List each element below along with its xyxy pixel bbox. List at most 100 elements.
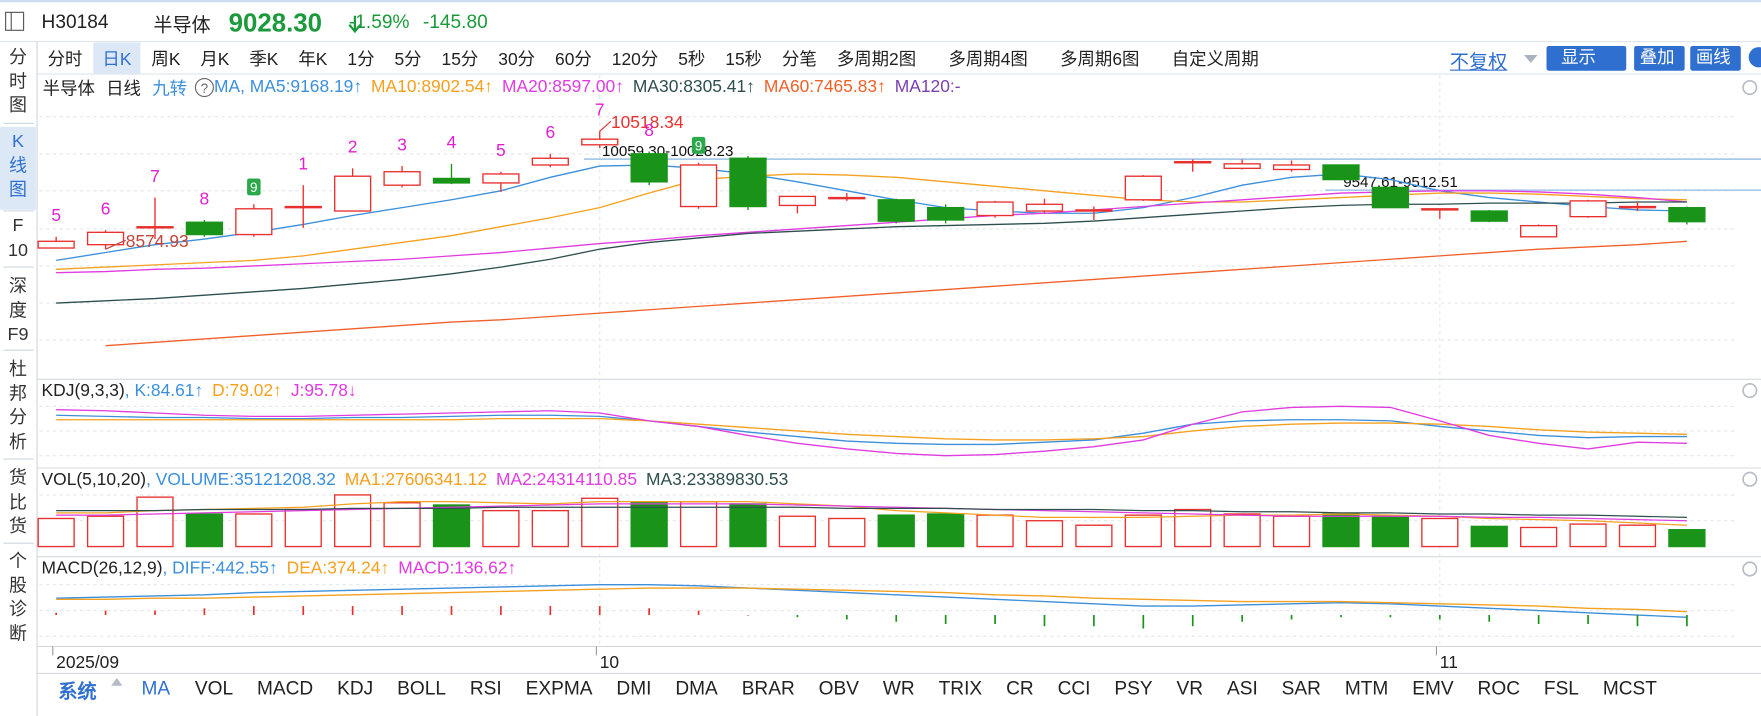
side-tab-text[interactable]: 析 — [8, 432, 27, 452]
settings-icons[interactable] — [1742, 79, 1758, 577]
side-tab-text[interactable]: F — [12, 216, 24, 236]
dropdown-arrow — [1524, 54, 1538, 63]
period-tab[interactable]: 多周期2图 — [836, 50, 917, 70]
code: H30184 — [41, 11, 109, 33]
label-connector — [105, 239, 127, 250]
volume-bar — [877, 514, 915, 548]
side-tab-text[interactable]: 分 — [8, 408, 27, 428]
period-tab[interactable]: 1分 — [347, 50, 375, 70]
indicator-tab[interactable]: CR — [1006, 677, 1034, 700]
volume-bar — [531, 509, 569, 548]
indicator-tab[interactable]: FSL — [1543, 677, 1579, 700]
indicator-tab[interactable]: PSY — [1114, 677, 1153, 700]
period-tab[interactable]: 多周期6图 — [1060, 50, 1140, 70]
toolbar-button[interactable]: 画线 — [1690, 46, 1741, 71]
indicator-tab[interactable]: MACD — [256, 677, 314, 700]
indicator-tab[interactable]: TRIX — [938, 677, 983, 700]
period-tab[interactable]: 季K — [249, 50, 279, 70]
volume-bar — [1371, 515, 1410, 548]
td-count: 8 — [200, 188, 210, 208]
toolbar-button[interactable]: 显示 — [1546, 46, 1627, 71]
indicator-tab[interactable]: ROC — [1477, 677, 1520, 700]
period-tab[interactable]: 日K — [92, 42, 141, 75]
period-tab[interactable]: 自定义周期 — [1171, 50, 1259, 70]
side-tab-text[interactable]: 线 — [8, 156, 27, 176]
side-tab-text[interactable]: 断 — [8, 624, 27, 644]
indicator-tab[interactable]: BOLL — [397, 677, 446, 700]
period-tab[interactable]: 周K — [151, 50, 181, 70]
adjust-select[interactable]: 不复权 — [1449, 51, 1508, 73]
side-tab-text[interactable]: 比 — [8, 493, 27, 513]
indicator-tab[interactable]: MA — [141, 677, 171, 700]
period-tab[interactable]: 5秒 — [678, 50, 706, 70]
menu-icon[interactable] — [5, 11, 25, 31]
period-tab[interactable]: 60分 — [555, 50, 592, 70]
candle-body — [235, 208, 273, 236]
indicator-tab[interactable]: SAR — [1281, 677, 1321, 700]
side-tab-text[interactable]: F9 — [7, 325, 29, 345]
period-tab[interactable]: 120分 — [611, 50, 659, 70]
period-tab[interactable]: 多周期4图 — [948, 50, 1028, 70]
volume-bar — [778, 515, 817, 548]
period-tab[interactable]: 30分 — [498, 50, 536, 70]
ma-line — [56, 173, 1687, 271]
volume-bar — [828, 517, 866, 548]
indicator-tab[interactable]: OBV — [818, 677, 859, 700]
indicator-tab[interactable]: WR — [882, 677, 915, 700]
side-tab-text[interactable]: 货 — [8, 469, 27, 489]
indicator-tab[interactable]: RSI — [469, 677, 502, 700]
period-tab[interactable]: 分时 — [47, 50, 83, 70]
side-tab-text[interactable]: 分 — [8, 48, 27, 68]
side-tab-text[interactable]: 时 — [8, 72, 27, 92]
side-tab-text[interactable]: 股 — [8, 576, 27, 596]
candle-body — [185, 221, 224, 236]
price: 9028.30 — [228, 7, 322, 37]
period-tab[interactable]: 月K — [200, 50, 230, 70]
legend-item: VOL(5,10,20) — [41, 470, 147, 490]
indicator-tab[interactable]: DMI — [616, 677, 652, 700]
indicator-tab[interactable]: VOL — [194, 677, 234, 700]
indicator-tab[interactable]: MTM — [1344, 677, 1389, 700]
indicator-tab[interactable]: BRAR — [741, 677, 795, 700]
indicator-tab[interactable]: VR — [1176, 677, 1204, 700]
indicator-tab[interactable]: KDJ — [337, 677, 374, 700]
side-tab-text[interactable]: 邦 — [8, 384, 27, 404]
period-tab[interactable]: 年K — [298, 50, 328, 70]
td-badge — [691, 136, 706, 154]
indicator-tab[interactable]: DMA — [675, 677, 718, 700]
more-button[interactable] — [1748, 47, 1761, 68]
side-tab-text[interactable]: 货 — [8, 517, 27, 537]
legend-item: , K:84.61↑ — [124, 381, 204, 401]
legend-item: 半导体 — [42, 79, 95, 99]
period-tab[interactable]: 分笔 — [782, 50, 817, 70]
volume-bar — [1618, 524, 1657, 548]
toolbar-button[interactable]: 叠加 — [1634, 46, 1685, 71]
period-tab[interactable]: 15分 — [441, 50, 479, 70]
side-tab-text[interactable]: 杜 — [8, 360, 27, 380]
side-tab-text[interactable]: 个 — [8, 552, 27, 572]
side-tab-text[interactable]: 诊 — [8, 600, 27, 620]
side-tab-text[interactable]: 10 — [7, 240, 28, 260]
period-tab[interactable]: 15秒 — [725, 50, 763, 70]
side-tab-text[interactable]: 图 — [8, 180, 27, 200]
indicator-tab[interactable]: ASI — [1226, 677, 1258, 700]
side-tab-text[interactable]: 图 — [8, 96, 27, 116]
kline-legend: 半导体 日线 九转 MA, MA5:9168.19↑ MA10:8902.54↑ MA20… — [43, 76, 970, 98]
period-tab[interactable]: 5分 — [394, 50, 422, 70]
candle-body — [729, 157, 767, 208]
group-arrow — [111, 677, 123, 686]
side-tab-text[interactable]: K — [11, 132, 24, 152]
volume-bar — [482, 509, 520, 548]
candle-body — [482, 173, 520, 184]
indicator-group[interactable]: 系统 — [58, 680, 97, 702]
indicator-tab[interactable]: CCI — [1057, 677, 1091, 700]
vol-legend: VOL(5,10,20), VOLUME:35121208.32 MA1:2760… — [42, 469, 798, 491]
side-tab-text[interactable]: 度 — [8, 301, 27, 321]
legend-item: , DIFF:442.55↑ — [162, 558, 278, 578]
indicator-tab[interactable]: EXPMA — [525, 677, 593, 700]
indicator-tab[interactable]: EMV — [1412, 677, 1454, 700]
candle-body — [778, 195, 817, 207]
header: H30184 半导体 9028.30 -1.59% -145.80 — [41, 7, 488, 37]
side-tab-text[interactable]: 深 — [8, 277, 27, 297]
indicator-tab[interactable]: MCST — [1602, 677, 1657, 700]
